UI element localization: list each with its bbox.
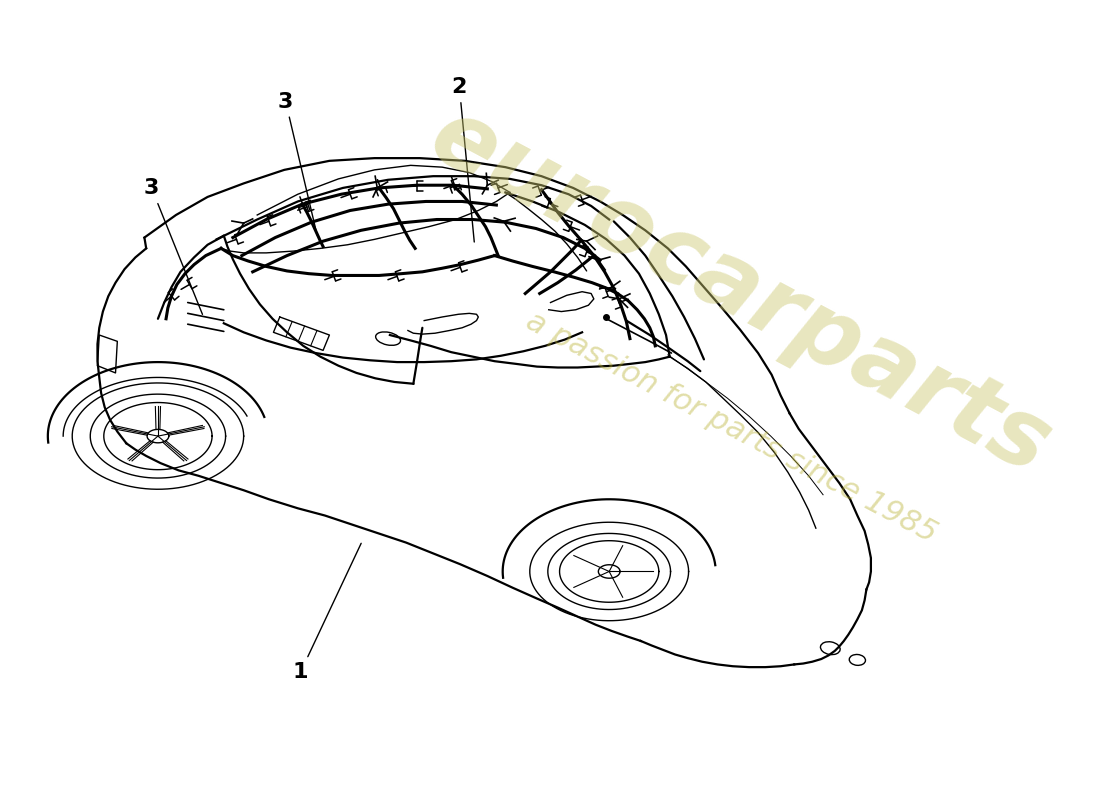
- Text: a passion for parts since 1985: a passion for parts since 1985: [520, 306, 942, 548]
- Text: 2: 2: [452, 77, 474, 242]
- Text: 3: 3: [278, 91, 317, 235]
- Text: 1: 1: [293, 543, 361, 682]
- Text: 3: 3: [144, 178, 202, 314]
- Text: eurocarparts: eurocarparts: [415, 90, 1066, 494]
